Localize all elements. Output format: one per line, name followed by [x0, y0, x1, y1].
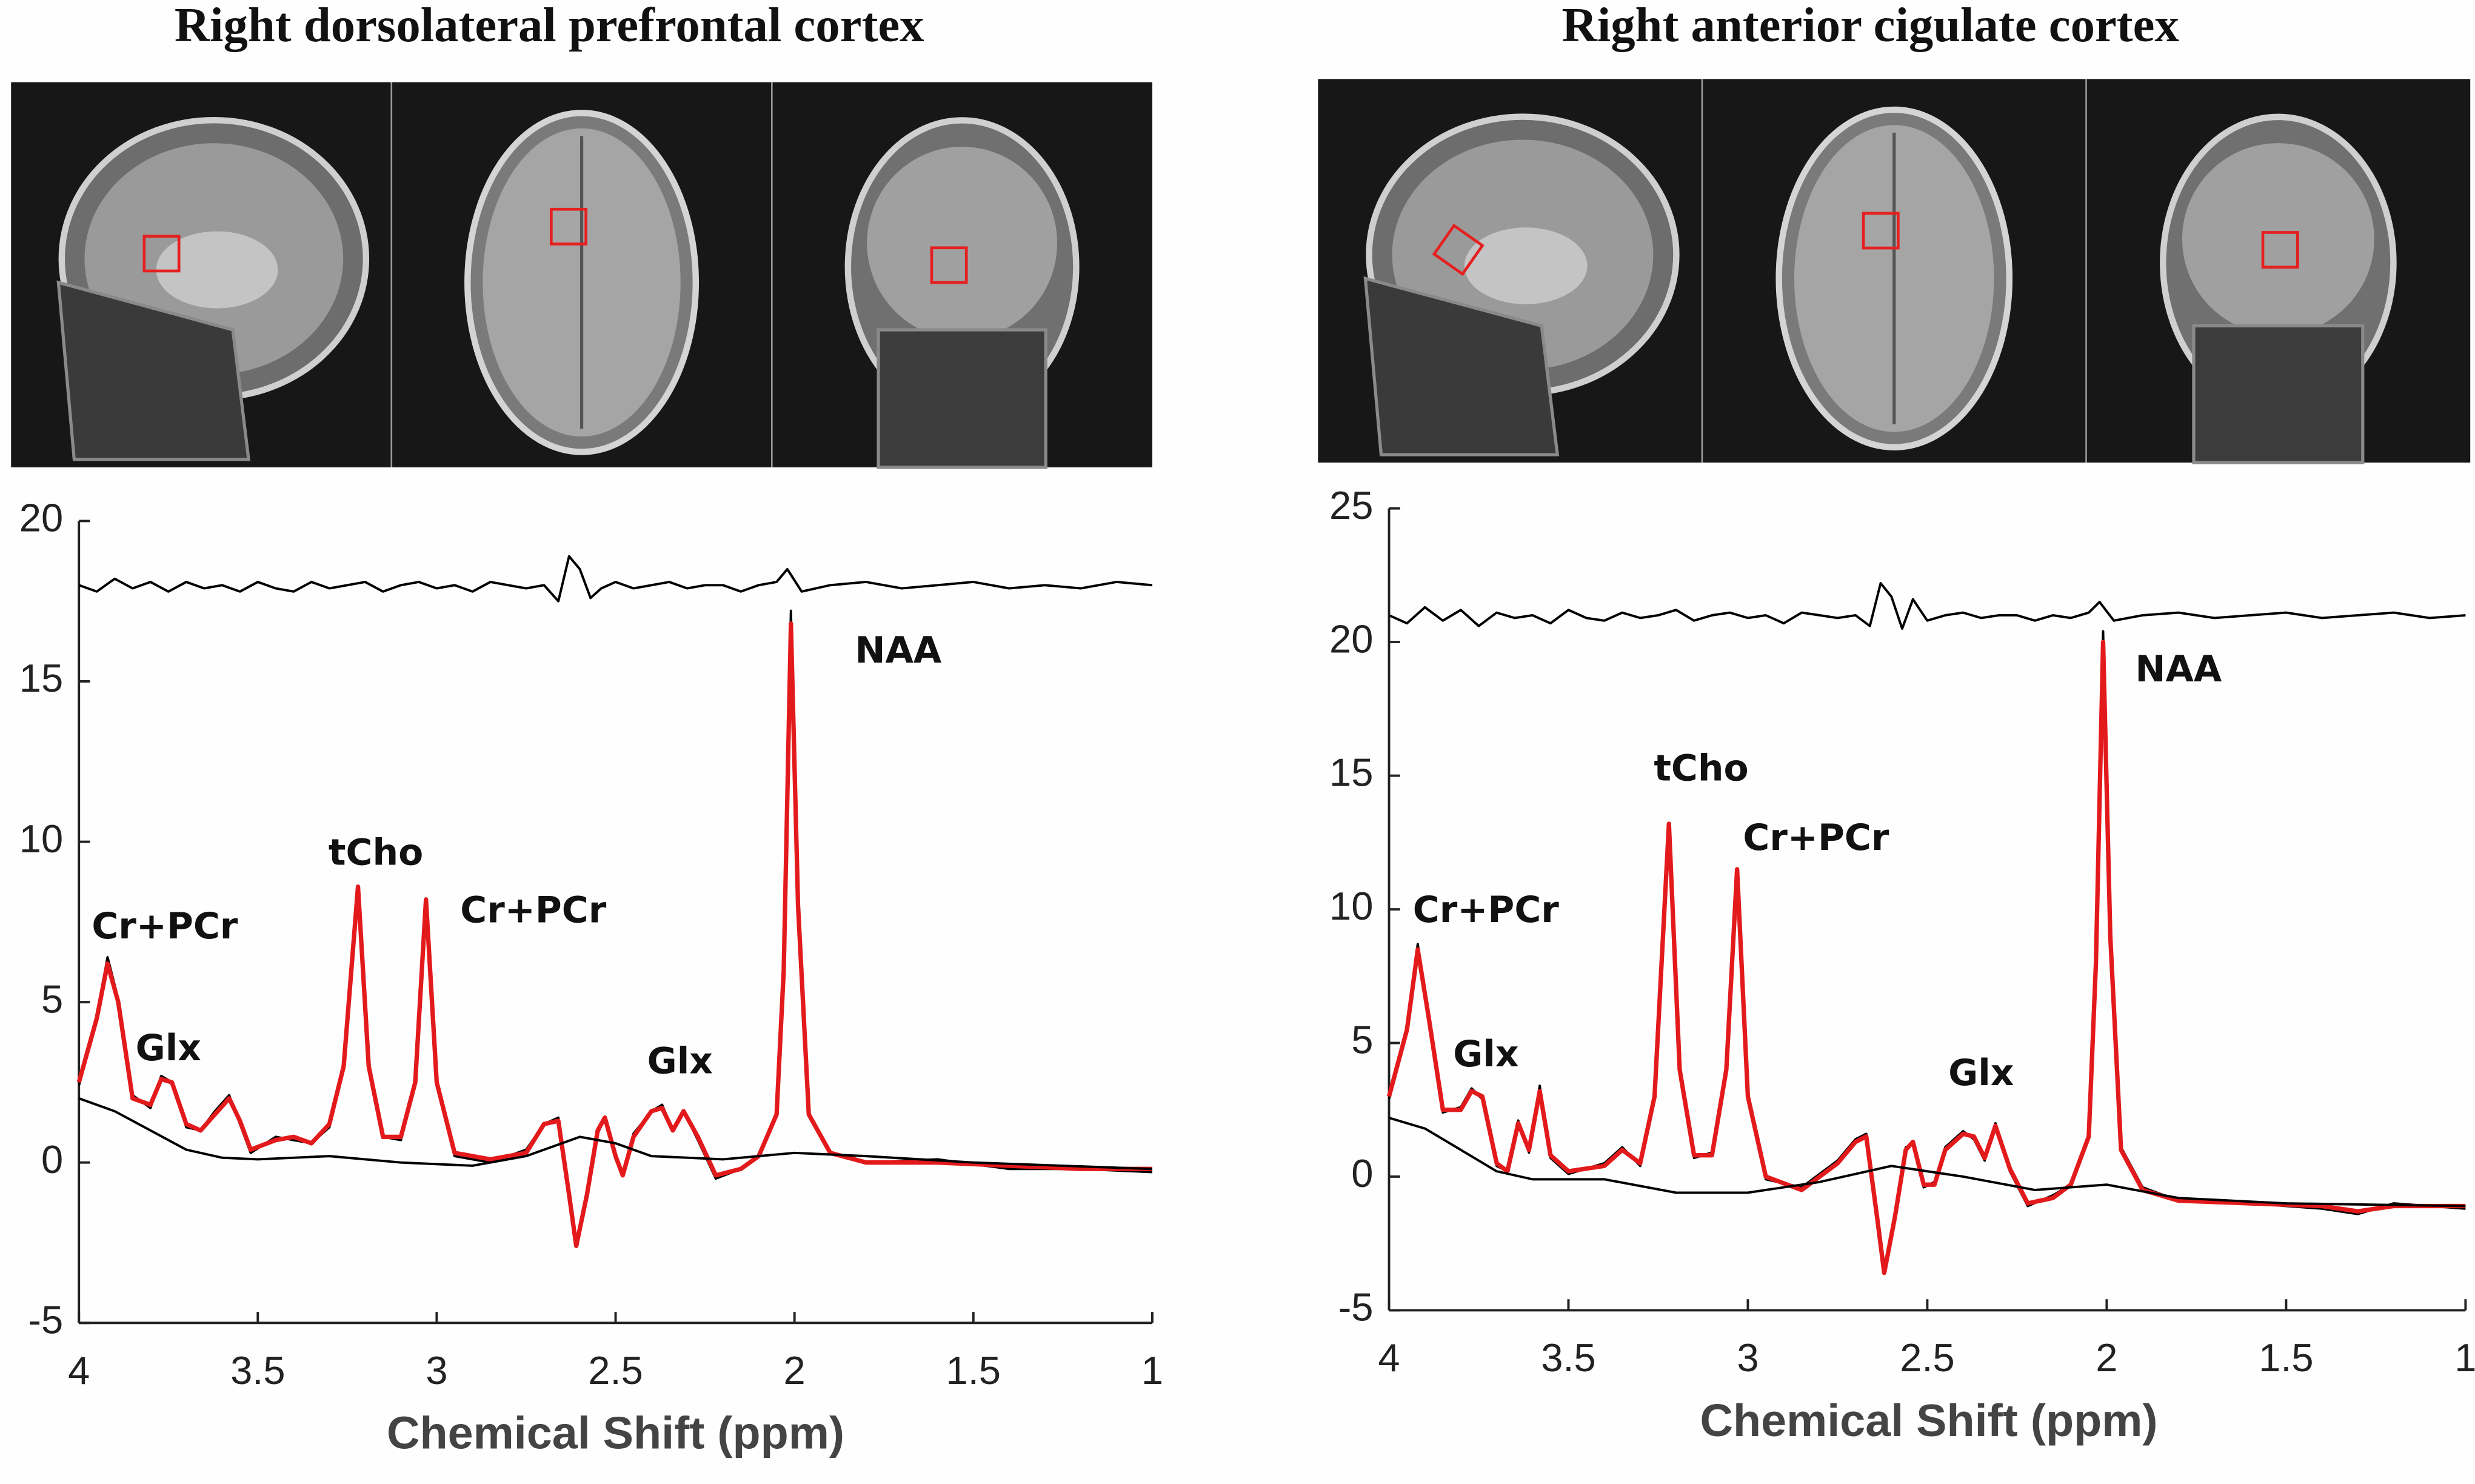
spectrum-line [1388, 582, 2466, 630]
spectrum-line [78, 1097, 1152, 1171]
x-tick-label: 2.5 [588, 1348, 643, 1392]
y-tick-label: -5 [1338, 1285, 1374, 1329]
peak-label: Glx [1453, 1033, 1518, 1075]
peak-label: tCho [1654, 747, 1748, 789]
x-tick-label: 4 [1378, 1335, 1400, 1380]
spectrum-line [78, 555, 1153, 603]
voxel-box [550, 207, 587, 246]
y-tick-label: -5 [28, 1297, 63, 1342]
peak-label: NAA [855, 629, 941, 672]
voxel-box [1432, 223, 1485, 276]
spectrum-line [76, 621, 1152, 1248]
spectrum-line [1386, 640, 2466, 1275]
y-tick-label: 10 [1329, 884, 1373, 928]
x-tick-label: 2 [2096, 1335, 2117, 1380]
x-axis-label: Chemical Shift (ppm) [1700, 1395, 2158, 1446]
x-tick-label: 3.5 [1541, 1335, 1595, 1380]
y-tick-label: 20 [1329, 617, 1373, 661]
brain [867, 146, 1057, 339]
y-tick-label: 0 [1351, 1151, 1373, 1195]
peak-label: Cr+PCr [1743, 817, 1889, 859]
voxel-box [930, 246, 968, 284]
peak-label: NAA [2135, 648, 2222, 690]
face [56, 280, 251, 461]
y-tick-label: 25 [1329, 483, 1373, 527]
brain [2182, 143, 2374, 335]
peak-label: tCho [329, 831, 423, 874]
x-tick-label: 3.5 [230, 1348, 285, 1392]
face [1363, 276, 1560, 456]
x-tick-label: 4 [68, 1348, 90, 1392]
voxel-box [1862, 212, 1900, 250]
chart-title: Right dorsolateral prefrontal cortex [175, 0, 924, 52]
y-tick-label: 20 [19, 496, 63, 540]
x-axis-label: Chemical Shift (ppm) [387, 1408, 844, 1459]
peak-label: Glx [1948, 1052, 2014, 1094]
neck [877, 328, 1047, 469]
x-tick-label: 1 [2454, 1335, 2475, 1380]
voxel-box [142, 235, 181, 273]
x-tick-label: 2.5 [1900, 1335, 1954, 1380]
x-tick-label: 1 [1141, 1348, 1163, 1392]
spectrum-line [1388, 1117, 2466, 1208]
y-tick-label: 5 [1351, 1018, 1373, 1062]
peak-label: Cr+PCr [460, 889, 606, 932]
x-tick-label: 2 [784, 1348, 806, 1392]
x-tick-label: 3 [426, 1348, 447, 1392]
y-tick-label: 15 [1329, 750, 1373, 795]
neck [2192, 324, 2365, 464]
voxel-box [2261, 231, 2299, 269]
y-tick-label: 5 [41, 977, 63, 1021]
peak-label: Glx [647, 1040, 713, 1082]
peak-label: Cr+PCr [92, 905, 238, 948]
peak-label: Glx [136, 1027, 201, 1069]
brain-inner [1464, 227, 1588, 304]
x-tick-label: 1.5 [2259, 1335, 2313, 1380]
y-tick-label: 0 [41, 1137, 63, 1182]
x-tick-label: 1.5 [946, 1348, 1001, 1392]
peak-label: Cr+PCr [1413, 889, 1559, 931]
chart-title: Right anterior cigulate cortex [1561, 0, 2179, 52]
brain-inner [156, 231, 278, 309]
y-tick-label: 10 [19, 817, 63, 861]
y-tick-label: 15 [19, 656, 63, 700]
x-tick-label: 3 [1737, 1335, 1759, 1380]
